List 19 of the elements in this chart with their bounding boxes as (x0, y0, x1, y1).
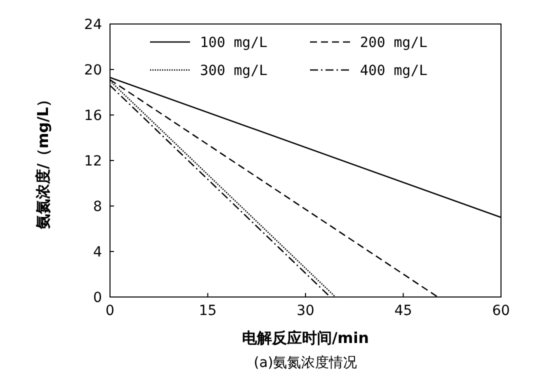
legend-label: 300 mg/L (200, 63, 268, 79)
y-tick-label: 12 (84, 154, 102, 170)
y-tick-label: 24 (84, 17, 102, 33)
y-tick-label: 16 (84, 108, 102, 124)
x-tick-label: 45 (394, 303, 412, 319)
x-tick-label: 0 (106, 303, 114, 319)
y-tick-label: 20 (84, 62, 102, 78)
x-tick-label: 60 (492, 303, 510, 319)
legend-label: 200 mg/L (360, 35, 428, 51)
legend-label: 400 mg/L (360, 63, 428, 79)
y-tick-label: 0 (93, 290, 102, 306)
x-tick-label: 15 (198, 303, 217, 319)
x-tick-label: 30 (296, 303, 314, 319)
y-axis-title: 氨氮浓度/（mg/L） (34, 92, 52, 230)
y-tick-label: 4 (93, 244, 102, 260)
y-tick-label: 8 (93, 199, 102, 215)
legend-label: 100 mg/L (200, 35, 268, 51)
text: (a)氨氮浓度情况 (254, 355, 358, 371)
x-axis-title: 电解反应时间/min (242, 329, 369, 347)
